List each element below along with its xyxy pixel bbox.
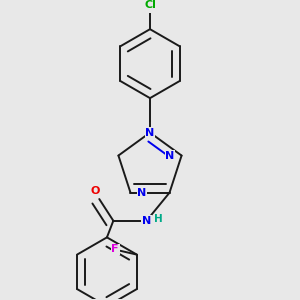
Text: O: O	[91, 186, 100, 197]
Text: F: F	[111, 244, 119, 254]
Text: Cl: Cl	[144, 0, 156, 10]
Text: N: N	[166, 151, 175, 160]
Text: N: N	[146, 128, 154, 138]
Text: H: H	[154, 214, 163, 224]
Text: N: N	[137, 188, 147, 198]
Text: N: N	[142, 216, 151, 226]
